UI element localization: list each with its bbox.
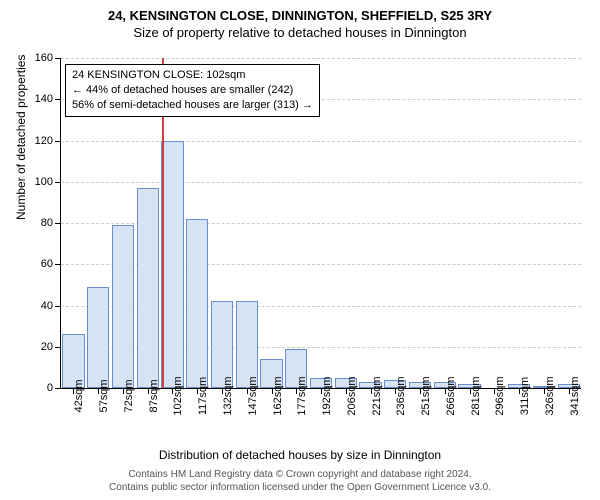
x-tick-label: 281sqm	[470, 376, 482, 415]
x-tick-label: 326sqm	[544, 376, 556, 415]
x-tick-label: 102sqm	[172, 376, 184, 415]
y-tick-label: 60	[41, 258, 53, 270]
y-tick-label: 40	[41, 300, 53, 312]
info-line-3: 56% of semi-detached houses are larger (…	[72, 98, 313, 113]
footer: Contains HM Land Registry data © Crown c…	[0, 469, 600, 494]
bar	[137, 188, 159, 388]
footer-line-2: Contains public sector information licen…	[0, 482, 600, 495]
bar-slot: 296sqm	[482, 58, 507, 388]
y-tick-label: 120	[35, 135, 53, 147]
y-tick-label: 140	[35, 93, 53, 105]
bar-slot: 311sqm	[507, 58, 532, 388]
x-tick-label: 206sqm	[346, 376, 358, 415]
title-sub: Size of property relative to detached ho…	[0, 23, 600, 40]
info-line-2: ← 44% of detached houses are smaller (24…	[72, 83, 313, 98]
x-tick-label: 162sqm	[272, 376, 284, 415]
y-tick-label: 100	[35, 176, 53, 188]
info-line-1: 24 KENSINGTON CLOSE: 102sqm	[72, 68, 313, 83]
x-tick-label: 236sqm	[395, 376, 407, 415]
x-tick-label: 57sqm	[98, 379, 110, 412]
y-tick	[55, 388, 61, 389]
y-axis-title: Number of detached properties	[14, 55, 28, 220]
x-tick-label: 72sqm	[123, 379, 135, 412]
bar-slot: 326sqm	[532, 58, 557, 388]
x-tick-label: 341sqm	[569, 376, 581, 415]
bar-slot: 341sqm	[556, 58, 581, 388]
x-tick-label: 87sqm	[148, 379, 160, 412]
x-tick-label: 147sqm	[247, 376, 259, 415]
y-tick-label: 20	[41, 341, 53, 353]
bar	[112, 225, 134, 388]
bar-slot: 206sqm	[333, 58, 358, 388]
x-tick-label: 251sqm	[420, 376, 432, 415]
y-tick-label: 0	[47, 382, 53, 394]
bar	[236, 301, 258, 388]
x-axis-title: Distribution of detached houses by size …	[0, 448, 600, 462]
x-tick-label: 42sqm	[73, 379, 85, 412]
x-tick-label: 117sqm	[197, 377, 209, 415]
x-tick-label: 221sqm	[371, 376, 383, 415]
bar-slot: 266sqm	[432, 58, 457, 388]
x-tick-label: 177sqm	[296, 376, 308, 415]
x-tick-label: 132sqm	[222, 376, 234, 415]
x-tick-label: 266sqm	[445, 376, 457, 415]
y-tick-label: 160	[35, 52, 53, 64]
title-main: 24, KENSINGTON CLOSE, DINNINGTON, SHEFFI…	[0, 0, 600, 23]
footer-line-1: Contains HM Land Registry data © Crown c…	[0, 469, 600, 482]
info-box: 24 KENSINGTON CLOSE: 102sqm ← 44% of det…	[65, 64, 320, 117]
bar	[211, 301, 233, 388]
y-tick-label: 80	[41, 217, 53, 229]
x-tick-label: 192sqm	[321, 376, 333, 415]
bar-slot: 251sqm	[408, 58, 433, 388]
bar-slot: 281sqm	[457, 58, 482, 388]
bar	[161, 141, 183, 389]
bar-slot: 221sqm	[358, 58, 383, 388]
chart-area: 020406080100120140160 42sqm57sqm72sqm87s…	[60, 58, 581, 389]
x-tick-label: 311sqm	[519, 377, 531, 415]
x-tick-label: 296sqm	[494, 376, 506, 415]
bar-slot: 236sqm	[383, 58, 408, 388]
bar	[87, 287, 109, 388]
bar	[186, 219, 208, 388]
